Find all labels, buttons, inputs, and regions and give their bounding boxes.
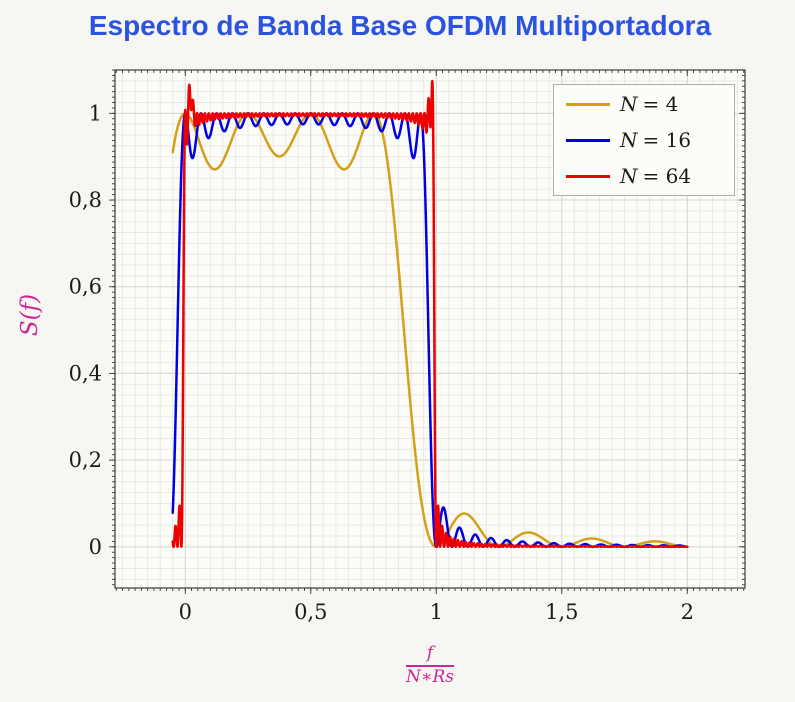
chart-title: Espectro de Banda Base OFDM Multiportado… bbox=[88, 10, 712, 41]
y-tick-label: 0 bbox=[89, 535, 102, 559]
legend-line-sample-n64 bbox=[566, 174, 610, 178]
x-tick-label: 0 bbox=[179, 600, 192, 624]
legend-line-sample-n16 bbox=[566, 138, 610, 142]
fraction-bar bbox=[406, 664, 454, 667]
legend: N = 4 N = 16 N = 64 bbox=[553, 84, 735, 196]
x-tick-label: 0,5 bbox=[294, 600, 327, 624]
legend-entry-n64: N = 64 bbox=[554, 159, 734, 193]
x-label-numerator: f bbox=[426, 643, 434, 663]
legend-label-n4: N = 4 bbox=[620, 92, 678, 116]
curves bbox=[171, 79, 689, 549]
legend-symbol: N bbox=[620, 92, 638, 116]
x-label-denominator: N∗Rs bbox=[406, 666, 454, 687]
x-axis-label: f N∗Rs bbox=[360, 643, 500, 687]
series-line-n16 bbox=[171, 112, 689, 549]
y-tick-label: 0,8 bbox=[69, 188, 102, 212]
y-tick-label: 0,6 bbox=[69, 275, 102, 299]
y-axis-label: S(f) bbox=[17, 293, 43, 337]
legend-value: = 4 bbox=[642, 92, 679, 116]
y-tick-label: 0,2 bbox=[69, 448, 102, 472]
legend-entry-n16: N = 16 bbox=[554, 123, 734, 157]
legend-line-sample-n4 bbox=[566, 102, 610, 106]
y-tick-label: 0,4 bbox=[69, 361, 102, 385]
x-tick-label: 1,5 bbox=[545, 600, 578, 624]
x-tick-label: 2 bbox=[681, 600, 694, 624]
x-tick-label: 1 bbox=[430, 600, 443, 624]
legend-label-n64: N = 64 bbox=[620, 164, 691, 188]
legend-value: = 64 bbox=[642, 164, 692, 188]
legend-symbol: N bbox=[620, 128, 638, 152]
y-tick-labels: 0 0,2 0,4 0,6 0,8 1 bbox=[69, 101, 102, 558]
legend-entry-n4: N = 4 bbox=[554, 87, 734, 121]
x-axis-label-fraction: f N∗Rs bbox=[406, 643, 454, 687]
y-tick-label: 1 bbox=[89, 101, 102, 125]
legend-label-n16: N = 16 bbox=[620, 128, 691, 152]
x-tick-labels: 0 0,5 1 1,5 2 bbox=[179, 600, 694, 624]
legend-value: = 16 bbox=[642, 128, 692, 152]
legend-symbol: N bbox=[620, 164, 638, 188]
series-line-n64 bbox=[171, 79, 689, 549]
axis-ticks bbox=[109, 69, 745, 594]
